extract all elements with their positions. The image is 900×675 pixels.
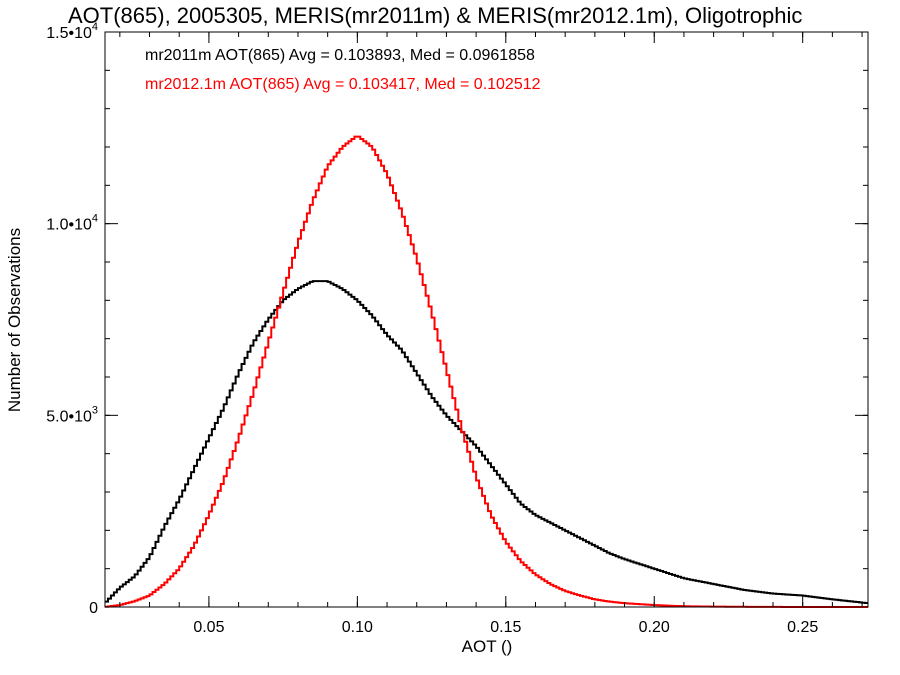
x-tick-label: 0.05 (193, 619, 224, 636)
legend: mr2011m AOT(865) Avg = 0.103893, Med = 0… (145, 47, 541, 93)
axes: 0.05 0.10 0.15 0.20 0.25 0 5.0•103 1.0•104 1.5•1… (46, 21, 869, 636)
legend-entry-mr2012.1m: mr2012.1m AOT(865) Avg = 0.103417, Med =… (145, 76, 541, 93)
y-tick-label: 5.0•103 (46, 404, 98, 425)
x-tick-label: 0.15 (490, 619, 521, 636)
legend-entry-mr2011m: mr2011m AOT(865) Avg = 0.103893, Med = 0… (145, 47, 535, 64)
plot-frame (104, 31, 869, 608)
x-tick-label: 0.25 (787, 619, 818, 636)
x-tick-label: 0.10 (342, 619, 373, 636)
chart-title: AOT(865), 2005305, MERIS(mr2011m) & MERI… (68, 3, 802, 28)
x-tick-label: 0.20 (639, 619, 670, 636)
y-tick-label: 1.0•104 (46, 213, 98, 234)
series-line-mr2011m (105, 280, 868, 605)
plot-area (105, 135, 868, 608)
y-tick-label: 0 (89, 600, 98, 617)
y-axis-label: Number of Observations (5, 228, 24, 412)
y-tick-label: 1.5•104 (46, 21, 98, 42)
x-axis-label: AOT () (462, 637, 513, 656)
series-line-mr2012.1m (105, 135, 868, 608)
